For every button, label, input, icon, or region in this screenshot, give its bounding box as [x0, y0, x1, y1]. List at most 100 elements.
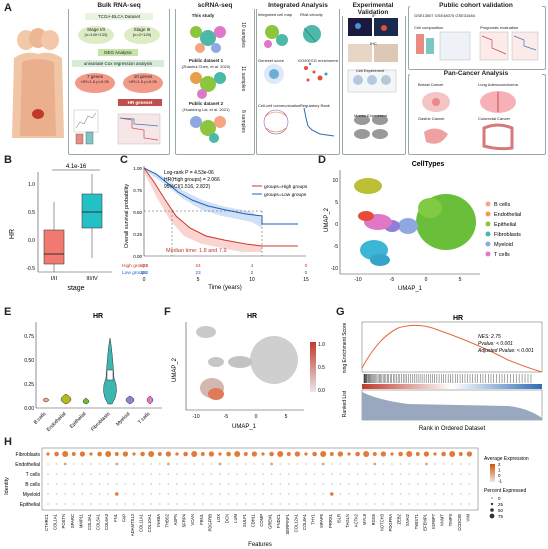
h-gene-label: THY1 [311, 513, 316, 524]
c-risk-low: 203 [140, 270, 148, 276]
c-low-curve [143, 167, 298, 225]
panel-c-km-plot: Overall survival probability 1.00 0.75 0.5… [122, 166, 309, 291]
h-dot [313, 503, 316, 505]
h-dot [434, 483, 436, 485]
d-ytick: 10 [332, 178, 338, 184]
f-colorbar-tick: 0.0 [318, 388, 325, 394]
h-dot [330, 503, 333, 505]
h-legend-avg: Average Expression [484, 456, 529, 462]
h-pct-swatch [491, 497, 493, 499]
b-ylabel: HR [9, 229, 16, 239]
h-dot [72, 473, 75, 475]
h-dot [408, 503, 411, 505]
f-xlabel: UMAP_1 [232, 424, 257, 430]
h-dot [81, 503, 84, 505]
h-dot [55, 503, 58, 505]
h-dot [330, 492, 334, 496]
h-dot [329, 452, 334, 456]
h-dot [408, 473, 411, 475]
h-dot [320, 451, 327, 457]
h-dot [90, 493, 92, 495]
h-dot [408, 463, 411, 465]
h-dot [365, 473, 368, 475]
d-xtick: 0 [425, 277, 428, 283]
d-legend-label: Epithelial [494, 222, 516, 228]
h-dot [55, 483, 58, 485]
h-dot [167, 503, 170, 505]
h-dot [193, 473, 196, 475]
h-gene-label: LOX [216, 514, 221, 523]
h-dot [415, 452, 420, 456]
h-pct-swatch [489, 513, 495, 519]
h-dot [286, 452, 291, 456]
d-xtick: 5 [459, 277, 462, 283]
panel-e-label: E [4, 306, 12, 318]
h-dot [330, 463, 333, 465]
h-dot [90, 473, 92, 475]
c-xtick: 0 [143, 277, 146, 283]
h-dot [416, 503, 419, 505]
h-dot [244, 483, 247, 485]
h-dot [150, 503, 153, 505]
d-legend-swatch [485, 231, 491, 237]
genes7-oval: 7 genes HR<1 & p<0.05 [75, 73, 115, 93]
h-gene-label: PDGFRB [207, 514, 212, 532]
e-ytick: 0.25 [24, 382, 34, 388]
integ-title: Integrated Analysis [256, 2, 340, 9]
h-dot [408, 483, 411, 485]
cox-box: univariate Cox regression analysis [72, 60, 164, 67]
h-dot [234, 451, 241, 457]
d-xtick: -10 [354, 277, 361, 283]
c-stats3: 95%CI(1.516, 2.822) [164, 184, 210, 190]
h-dot [200, 452, 205, 456]
h-gene-label: PRRX1 [328, 513, 333, 528]
h-dot [287, 503, 290, 505]
h-dot [63, 462, 67, 466]
integ-a2: RNA velocity [300, 12, 323, 17]
patient-silhouette-icon [12, 28, 64, 138]
h-dot [451, 503, 454, 505]
h-dot [107, 473, 110, 475]
h-dot [55, 463, 58, 465]
h-dot [140, 451, 145, 457]
h-dot [98, 493, 101, 495]
h-dot [451, 493, 454, 495]
h-dot [468, 503, 471, 505]
h-dot [468, 473, 471, 475]
h-gene-label: COL1A1 [53, 513, 58, 530]
h-pct-label: 0 [498, 496, 501, 501]
h-dot [219, 483, 221, 485]
h-dot [296, 503, 299, 505]
h-dot [253, 493, 256, 495]
h-dot [191, 451, 198, 457]
g-title: HR [453, 315, 463, 322]
h-dot [150, 463, 153, 465]
tcga-box: TCGA-BLCA Dataset [85, 13, 153, 20]
e-ytick: 0.50 [24, 358, 34, 364]
h-dot [425, 473, 428, 475]
h-dot [72, 493, 75, 495]
h-dot [107, 493, 110, 495]
h-dot [47, 503, 49, 505]
exp-e1: IF [372, 13, 376, 18]
exp-title: Experimental Validation [340, 2, 406, 16]
d-legend-swatch [485, 241, 491, 247]
h-dot [98, 503, 101, 505]
h-row-label: Myeloid [23, 492, 40, 498]
h-gene-label: SERPINF1 [285, 513, 290, 534]
h-dot [115, 503, 118, 505]
h-dot [348, 473, 350, 475]
h-dot [459, 483, 462, 485]
h-dot [442, 503, 445, 505]
h-dot [253, 503, 256, 505]
h-dot [115, 473, 118, 475]
h-dot [399, 473, 402, 475]
sc-pub1: Public dataset 1 [188, 58, 224, 63]
h-dot [227, 463, 230, 465]
h-dot [425, 462, 428, 466]
h-dot [72, 503, 75, 505]
g-adjp: Adjusted Pvalue: < 0.001 [477, 348, 534, 354]
exp-e3: Cell Experiment [356, 68, 385, 73]
f-xtick: -10 [192, 414, 199, 420]
h-dot [158, 463, 161, 465]
